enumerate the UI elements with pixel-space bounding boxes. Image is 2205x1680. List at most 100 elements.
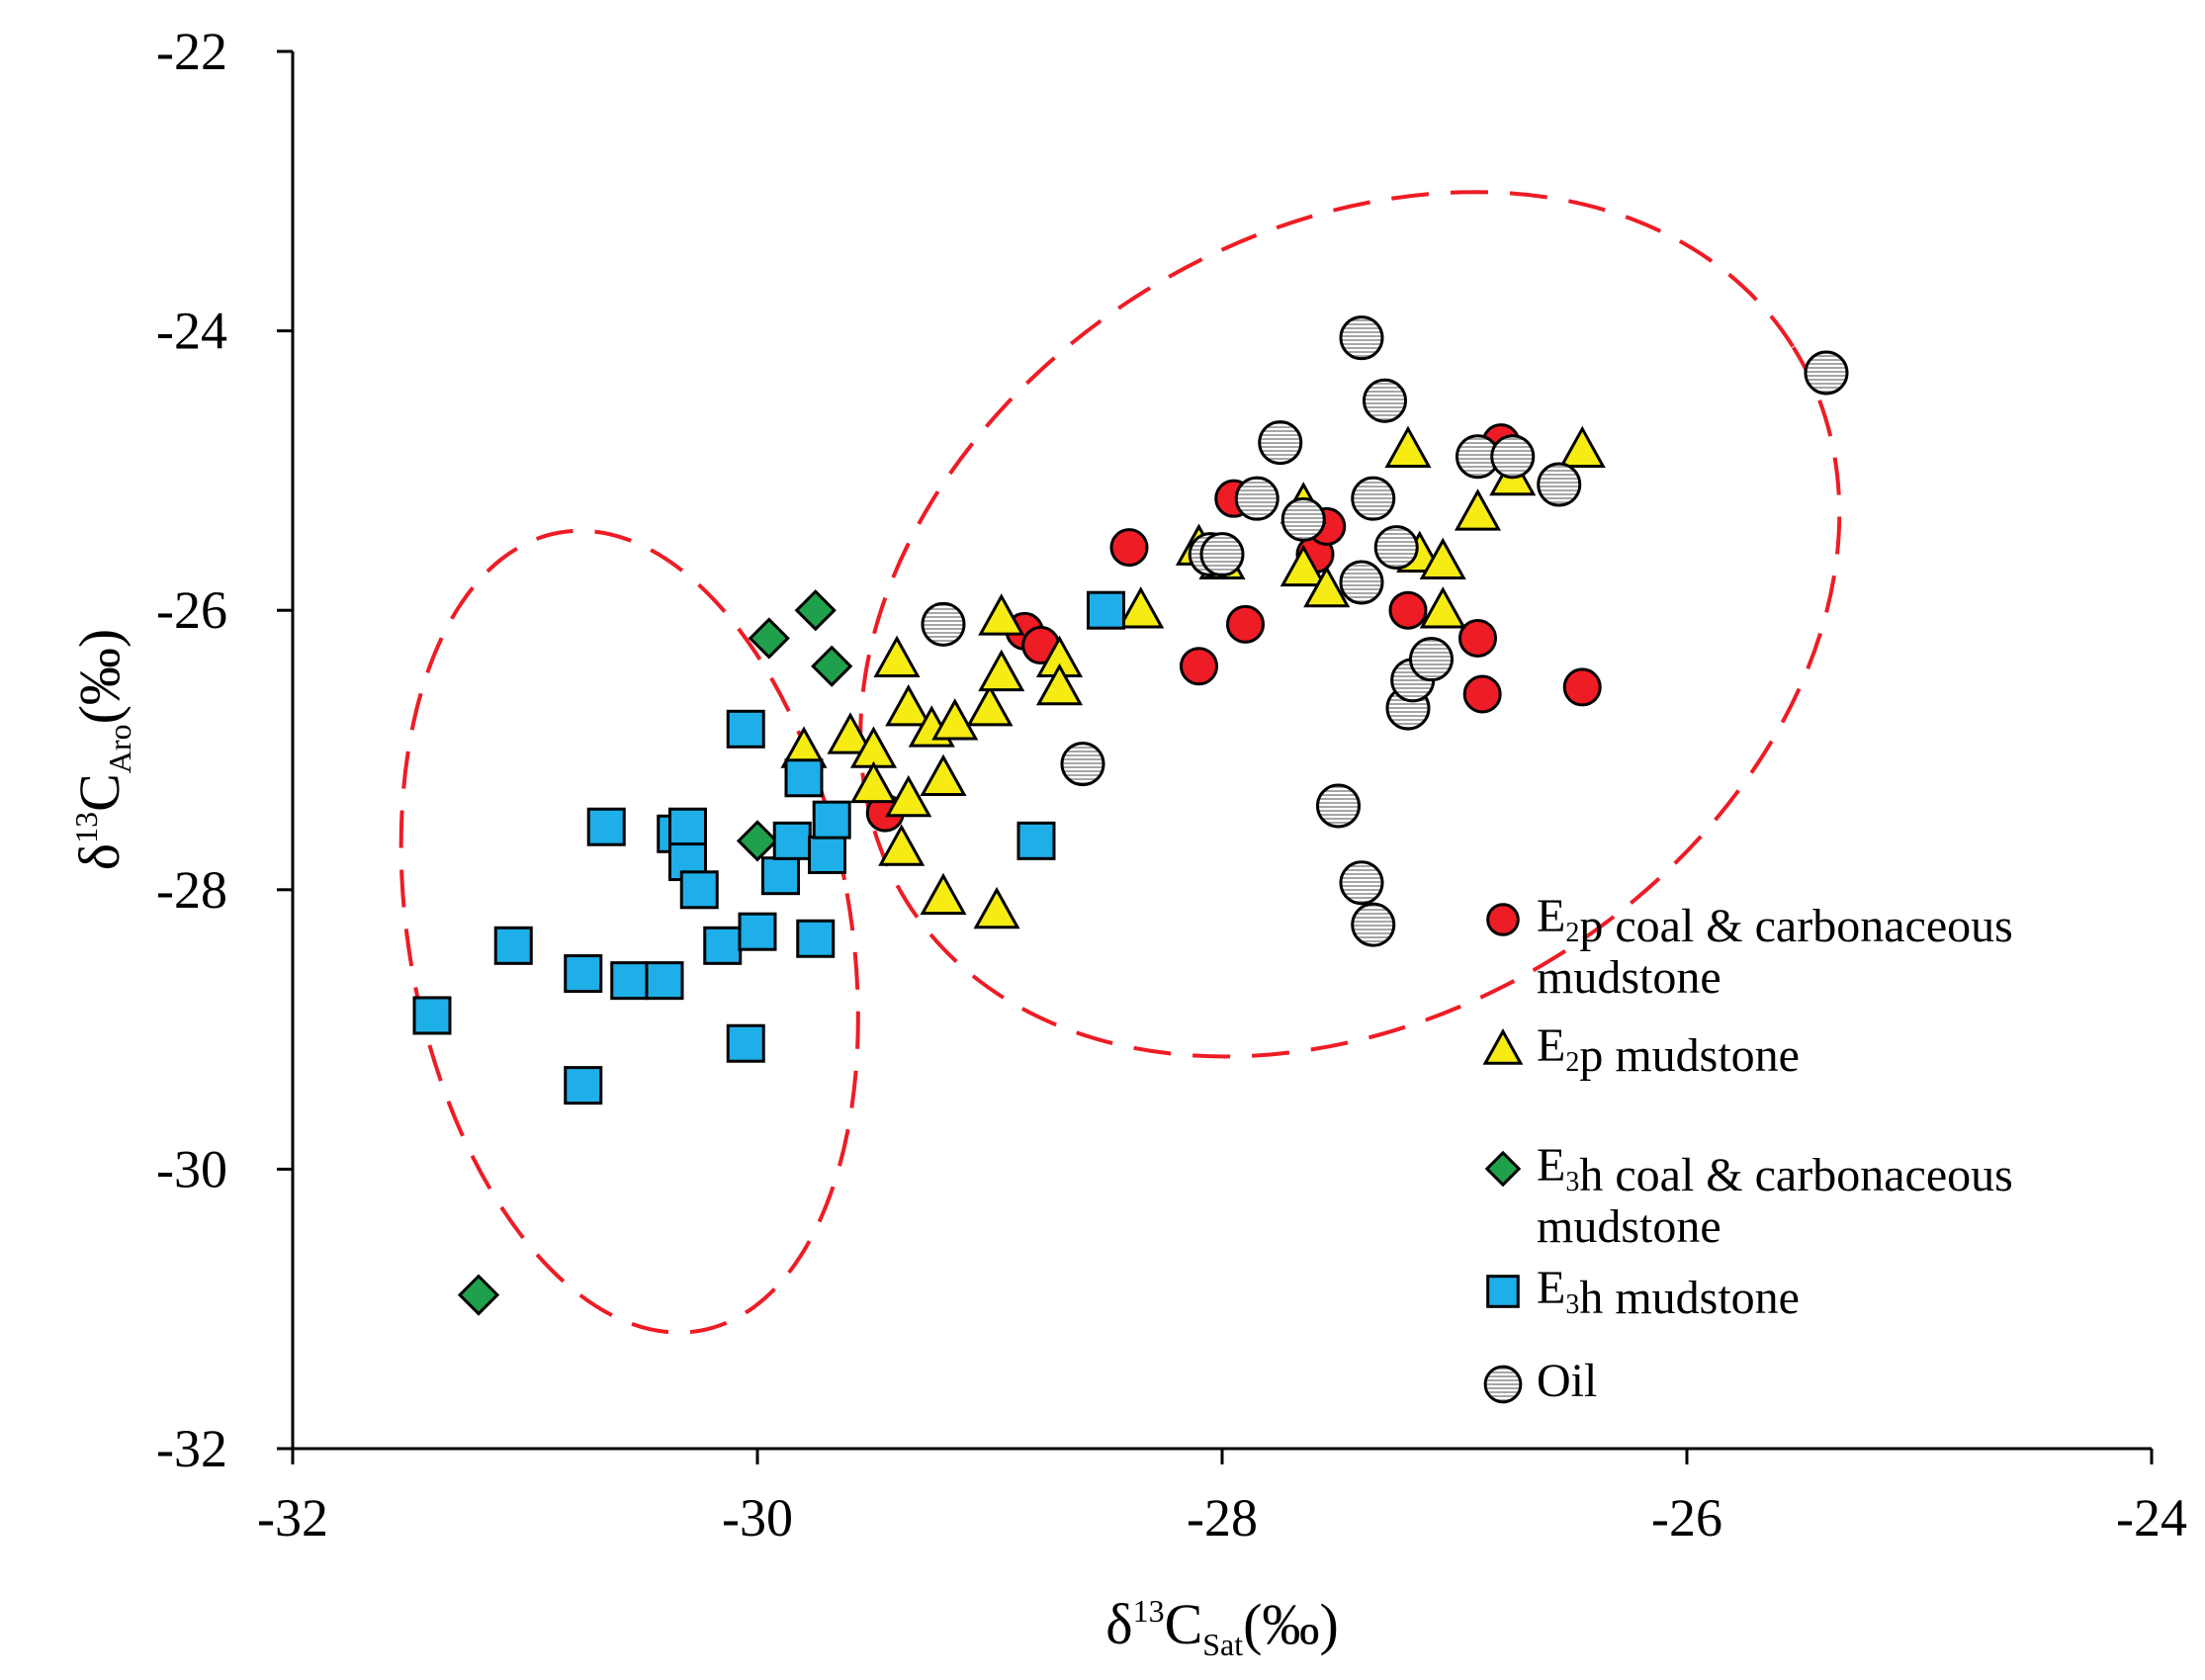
y-tick-label: -32 (156, 1419, 227, 1478)
legend-label-text: mudstone (1537, 951, 1721, 1004)
x-tick-label: -32 (257, 1488, 328, 1547)
data-point-hatched-circle (1258, 420, 1303, 466)
data-point-square (796, 919, 836, 958)
data-point-hatched-circle (1373, 525, 1419, 571)
y-tick-label: -22 (156, 22, 227, 81)
data-point-circle (1180, 647, 1218, 686)
data-point-triangle (931, 698, 979, 741)
data-point-triangle (1303, 565, 1351, 608)
group-ellipse-1 (398, 528, 860, 1335)
data-point-triangle (966, 684, 1014, 727)
data-point-square (726, 1023, 765, 1063)
x-tick-label: -28 (1187, 1488, 1258, 1547)
data-point-triangle (1419, 586, 1466, 629)
data-point-triangle (827, 712, 874, 754)
legend-item-square: E3h mudstone (1486, 1262, 1800, 1324)
legend-item-hatched-circle: Oil (1483, 1355, 1597, 1407)
legend-label-text: p mudstone (1579, 1029, 1800, 1082)
y-axis-title-sub: Aro (102, 724, 137, 773)
y-axis-title-delta: δ (67, 843, 132, 870)
data-point-triangle (1035, 663, 1084, 706)
data-point-hatched-circle (1234, 476, 1279, 521)
legend-marker-hatched-circle (1483, 1365, 1523, 1404)
data-point-triangle (978, 649, 1025, 692)
data-point-triangle (973, 886, 1020, 929)
x-tick-label: -30 (722, 1488, 793, 1547)
data-point-hatched-circle (1351, 902, 1396, 947)
data-point-square (610, 961, 650, 1001)
data-point-hatched-circle (1199, 532, 1245, 577)
x-axis-title-delta: δ (1105, 1592, 1132, 1656)
data-point-square (738, 912, 777, 951)
legend-label: E2p mudstone (1537, 1019, 1800, 1082)
legend-label-text: E (1537, 890, 1565, 942)
data-point-triangle (873, 635, 921, 677)
data-point-triangle (1117, 586, 1165, 629)
data-point-square (726, 709, 765, 749)
legend-label: E3h mudstone (1537, 1262, 1800, 1324)
y-axis-title-group: δ13CAro(‰) (67, 629, 137, 870)
data-point-square (645, 961, 684, 1001)
legend-label-subscript: 3 (1565, 1167, 1579, 1197)
y-tick-label: -28 (156, 860, 227, 920)
legend-label-text: h mudstone (1579, 1272, 1800, 1324)
data-point-triangle (1454, 488, 1502, 531)
series-hatched-circle (921, 315, 1849, 947)
legend-marker-circle (1486, 903, 1520, 936)
data-point-circle (1458, 618, 1497, 658)
data-point-hatched-circle (1060, 742, 1105, 787)
data-point-square (784, 758, 824, 798)
data-point-hatched-circle (1351, 476, 1396, 521)
legend-label: E2p coal & carbonaceous (1537, 890, 2013, 952)
data-point-diamond (811, 645, 853, 687)
x-axis-title-base: C (1165, 1592, 1203, 1656)
data-point-hatched-circle (921, 601, 966, 647)
tick-marks: -32 -30 -28 -26 -24 -32 -30 -28 -26 -24 -22 (156, 22, 2187, 1547)
legend-marker-square (1486, 1275, 1520, 1308)
x-axis-title-sup: 13 (1133, 1593, 1165, 1629)
legend-label-subscript: 2 (1565, 1047, 1579, 1078)
data-point-circle (1388, 590, 1428, 630)
group-ellipses (398, 190, 1842, 1335)
legend-label-text: E (1537, 1262, 1565, 1314)
data-point-circle (1562, 667, 1602, 707)
legend-label-text: p coal & carbonaceous (1579, 900, 2012, 952)
data-point-square (564, 954, 603, 994)
data-point-triangle (920, 753, 967, 797)
data-point-hatched-circle (1363, 378, 1407, 423)
series-circle (865, 423, 1602, 833)
legend-label-text: mudstone (1537, 1200, 1721, 1253)
y-tick-label: -26 (156, 580, 227, 640)
x-axis-title-unit: (‰) (1243, 1592, 1339, 1656)
y-tick-label: -24 (156, 302, 227, 361)
x-tick-label: -26 (1651, 1488, 1722, 1547)
data-point-triangle (885, 684, 932, 727)
legend-label: mudstone (1537, 1200, 1721, 1253)
data-points (412, 315, 1849, 1316)
x-axis-title: δ13CSat(‰) (1105, 1592, 1339, 1662)
legend-label: E3h coal & carbonaceous (1537, 1139, 2013, 1201)
legend-marker-triangle (1482, 1028, 1524, 1065)
legend-item-triangle: E2p mudstone (1482, 1019, 1800, 1082)
data-point-circle (1109, 528, 1149, 568)
x-tick-label: -24 (2116, 1488, 2187, 1547)
legend-label-text: h coal & carbonaceous (1579, 1149, 2012, 1201)
legend-marker-diamond (1484, 1150, 1522, 1188)
series-diamond (457, 589, 853, 1316)
data-point-square (564, 1066, 603, 1105)
data-point-square (679, 870, 719, 910)
data-point-triangle (1279, 544, 1327, 587)
data-point-square (761, 856, 800, 896)
data-point-hatched-circle (1409, 637, 1454, 682)
data-point-triangle (920, 872, 967, 916)
data-point-square (586, 807, 626, 846)
data-point-square (812, 800, 851, 840)
legend-label-subscript: 3 (1565, 1289, 1579, 1320)
data-point-circle (1462, 674, 1502, 714)
data-point-hatched-circle (1339, 860, 1384, 906)
data-point-triangle (978, 593, 1025, 636)
data-point-square (772, 821, 812, 860)
